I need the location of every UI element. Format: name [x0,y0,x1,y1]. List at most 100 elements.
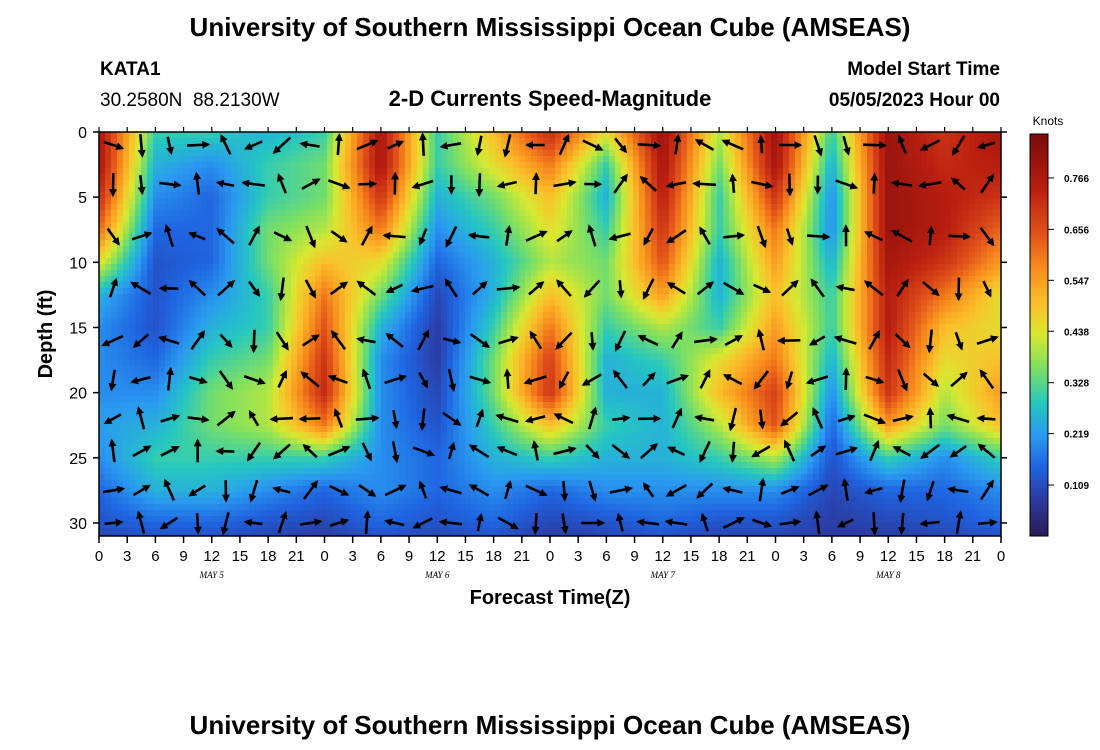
heatmap-cell [195,276,202,283]
heatmap-cell [243,216,250,223]
heatmap-cell [609,168,616,175]
heatmap-cell [753,138,760,145]
heatmap-cell [441,156,448,163]
heatmap-cell [135,276,142,283]
heatmap-cell [573,288,580,295]
heatmap-cell [849,138,856,145]
heatmap-cell [993,222,1000,229]
heatmap-cell [201,240,208,247]
heatmap-cell [735,306,742,313]
heatmap-cell [435,300,442,307]
heatmap-cell [855,246,862,253]
heatmap-cell [99,294,106,301]
heatmap-cell [747,312,754,319]
heatmap-cell [165,156,172,163]
heatmap-cell [567,204,574,211]
heatmap-cell [891,174,898,181]
heatmap-cell [669,246,676,253]
heatmap-cell [783,300,790,307]
heatmap-cell [855,270,862,277]
heatmap-cell [465,324,472,331]
heatmap-cell [753,288,760,295]
heatmap-cell [177,168,184,175]
heatmap-cell [333,258,340,265]
heatmap-cell [783,180,790,187]
heatmap-cell [813,240,820,247]
heatmap-cell [105,222,112,229]
heatmap-cell [981,132,988,139]
heatmap-cell [453,234,460,241]
heatmap-cell [363,318,370,325]
heatmap-cell [573,228,580,235]
heatmap-cell [231,180,238,187]
heatmap-cell [957,288,964,295]
heatmap-cell [681,312,688,319]
heatmap-cell [279,156,286,163]
heatmap-cell [879,162,886,169]
heatmap-cell [531,246,538,253]
heatmap-cell [201,264,208,271]
heatmap-cell [927,138,934,145]
heatmap-cell [327,252,334,259]
heatmap-cell [603,288,610,295]
heatmap-cell [579,276,586,283]
heatmap-cell [597,228,604,235]
heatmap-cell [765,168,772,175]
heatmap-cell [849,240,856,247]
heatmap-cell [729,270,736,277]
heatmap-cell [741,276,748,283]
heatmap-cell [507,186,514,193]
heatmap-cell [597,258,604,265]
heatmap-cell [273,252,280,259]
heatmap-cell [207,234,214,241]
heatmap-cell [261,204,268,211]
heatmap-cell [639,240,646,247]
heatmap-cell [963,264,970,271]
heatmap-cell [609,210,616,217]
heatmap-cell [843,306,850,313]
heatmap-cell [837,258,844,265]
heatmap-cell [219,306,226,313]
heatmap-cell [213,234,220,241]
heatmap-cell [267,264,274,271]
heatmap-cell [843,168,850,175]
heatmap-cell [867,168,874,175]
heatmap-cell [315,264,322,271]
heatmap-cell [267,234,274,241]
heatmap-cell [603,306,610,313]
heatmap-cell [903,174,910,181]
heatmap-cell [357,228,364,235]
heatmap-cell [915,174,922,181]
heatmap-cell [711,228,718,235]
heatmap-cell [363,186,370,193]
heatmap-cell [843,174,850,181]
heatmap-cell [561,294,568,301]
heatmap-cell [627,210,634,217]
heatmap-cell [915,156,922,163]
heatmap-cell [177,240,184,247]
heatmap-cell [945,132,952,139]
heatmap-cell [567,288,574,295]
heatmap-cell [879,246,886,253]
heatmap-cell [579,312,586,319]
heatmap-cell [339,246,346,253]
heatmap-cell [933,216,940,223]
heatmap-cell [399,252,406,259]
heatmap-cell [213,228,220,235]
heatmap-cell [597,288,604,295]
heatmap-cell [441,222,448,229]
heatmap-cell [363,294,370,301]
heatmap-cell [555,288,562,295]
heatmap-cell [345,150,352,157]
heatmap-cell [705,312,712,319]
heatmap-cell [261,282,268,289]
heatmap-cell [105,246,112,253]
heatmap-cell [903,156,910,163]
heatmap-cell [591,306,598,313]
heatmap-cell [159,210,166,217]
heatmap-cell [603,162,610,169]
heatmap-cell [399,204,406,211]
heatmap-cell [357,246,364,253]
heatmap-cell [405,162,412,169]
heatmap-cell [639,258,646,265]
